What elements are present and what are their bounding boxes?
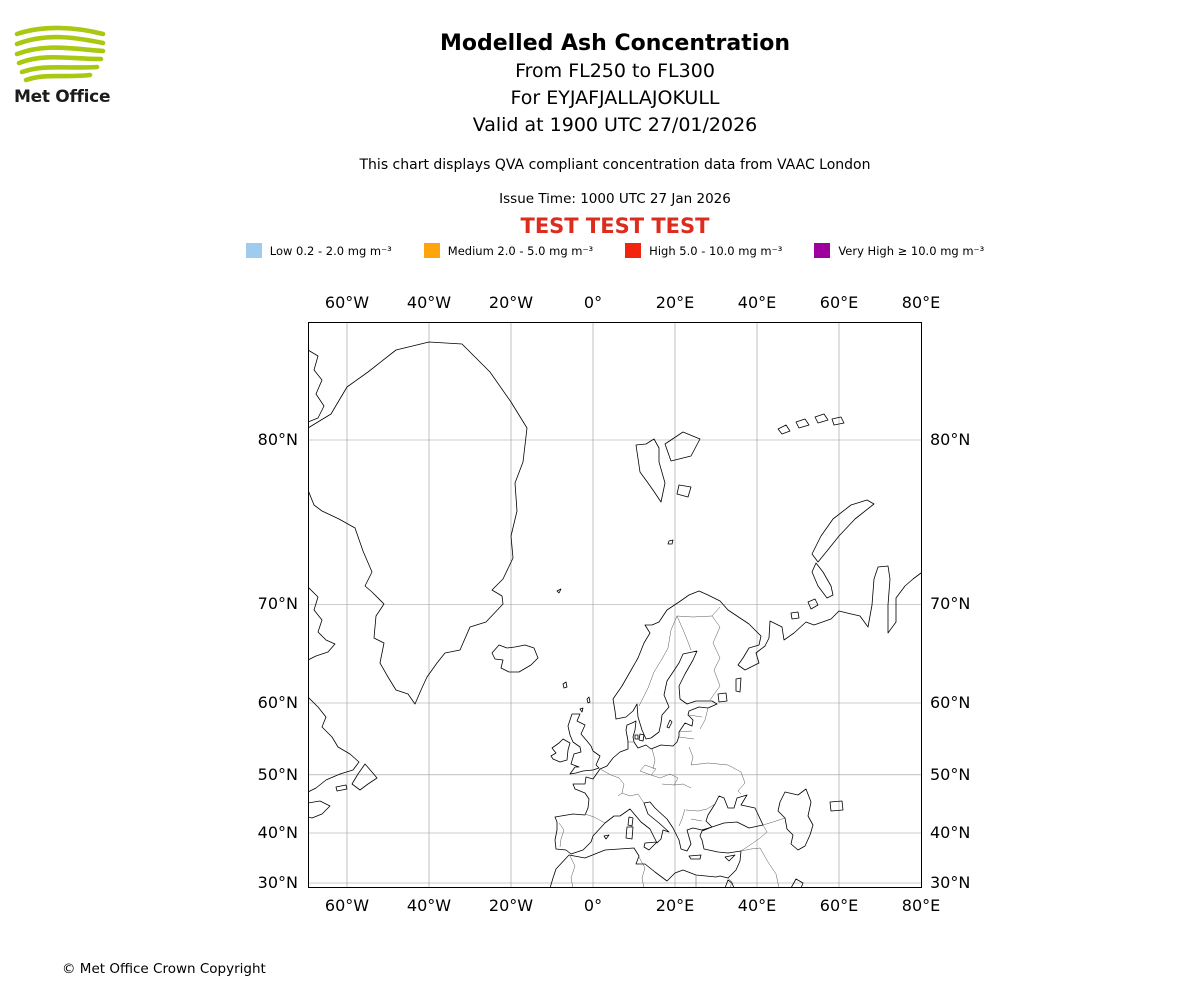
svalbard-coast [635,431,701,545]
legend-swatch-medium [423,243,440,258]
gulf-st-lawrence-coast [308,784,348,819]
labrador-coast [308,696,360,793]
y-tick-left: 80°N [257,430,298,449]
legend-item-low: Low 0.2 - 2.0 mg m⁻³ [245,243,392,258]
franz-josef-land-coast [777,413,845,435]
x-tick-bottom: 40°W [406,896,452,915]
map-border [308,322,922,888]
x-tick-top: 40°E [737,293,777,312]
x-tick-top: 60°W [324,293,370,312]
coastlines [308,341,922,888]
legend-label-very-high: Very High ≥ 10.0 mg m⁻³ [838,243,985,258]
x-tick-top: 40°W [406,293,452,312]
legend-item-medium: Medium 2.0 - 5.0 mg m⁻³ [423,243,594,258]
test-banner: TEST TEST TEST [520,214,710,238]
novaya-zemlya-coast [790,499,875,620]
x-tick-top: 0° [583,293,603,312]
legend-swatch-very-high [814,243,831,258]
met-office-logo-waves [14,25,106,83]
y-tick-right: 30°N [930,873,971,892]
country-borders [558,606,786,888]
x-tick-bottom: 80°E [901,896,941,915]
y-tick-right: 40°N [930,823,971,842]
legend-swatch-low [245,243,262,258]
legend: Low 0.2 - 2.0 mg m⁻³ Medium 2.0 - 5.0 mg… [15,243,1200,258]
x-tick-bottom: 20°W [488,896,534,915]
copyright-text: © Met Office Crown Copyright [62,961,266,977]
met-office-logo: Met Office [14,24,118,107]
caspian-sea-coast [777,788,814,851]
mediterranean-islands [603,816,736,862]
y-tick-right: 80°N [930,430,971,449]
legend-item-very-high: Very High ≥ 10.0 mg m⁻³ [814,243,984,258]
legend-label-medium: Medium 2.0 - 5.0 mg m⁻³ [447,243,594,258]
y-tick-right: 60°N [930,693,971,712]
met-office-logo-text: Met Office [14,87,111,107]
small-islands-north [556,588,673,742]
x-tick-top: 20°E [655,293,695,312]
europe-coast [549,650,764,888]
title-block: Modelled Ash Concentration From FL250 to… [15,30,1200,139]
y-tick-left: 70°N [257,594,298,613]
iceland-coast [491,644,539,673]
volcano-line: For EYJAFJALLAJOKULL [510,87,720,109]
arctic-russia-coast [612,565,922,720]
map-svg [308,322,922,888]
map-area [308,322,922,888]
valid-time-line: Valid at 1900 UTC 27/01/2026 [472,114,758,136]
ireland-coast [550,738,571,763]
x-tick-bottom: 0° [583,896,603,915]
inland-lakes [717,677,844,812]
y-tick-left: 30°N [257,873,298,892]
legend-label-low: Low 0.2 - 2.0 mg m⁻³ [269,243,392,258]
compliance-note: This chart displays QVA compliant concen… [359,157,871,173]
great-britain-coast [567,713,601,775]
x-tick-top: 20°W [488,293,534,312]
y-tick-left: 40°N [257,823,298,842]
y-tick-left: 50°N [257,765,298,784]
x-tick-bottom: 20°E [655,896,695,915]
x-tick-bottom: 40°E [737,896,777,915]
y-tick-right: 70°N [930,594,971,613]
legend-swatch-high [625,243,642,258]
x-tick-bottom: 60°E [819,896,859,915]
legend-label-high: High 5.0 - 10.0 mg m⁻³ [649,243,783,258]
x-tick-top: 60°E [819,293,859,312]
ellesmere-coast [308,349,325,423]
legend-item-high: High 5.0 - 10.0 mg m⁻³ [625,243,782,258]
flight-level-line: From FL250 to FL300 [515,60,715,82]
baffin-coast [308,586,336,661]
y-tick-right: 50°N [930,765,971,784]
y-tick-left: 60°N [257,693,298,712]
x-tick-top: 80°E [901,293,941,312]
x-tick-bottom: 60°W [324,896,370,915]
greenland-coast [308,341,528,705]
page-title: Modelled Ash Concentration [439,31,791,56]
newfoundland-coast [351,763,378,791]
issue-time: Issue Time: 1000 UTC 27 Jan 2026 [499,191,731,207]
gulf-notches-south [724,878,804,888]
